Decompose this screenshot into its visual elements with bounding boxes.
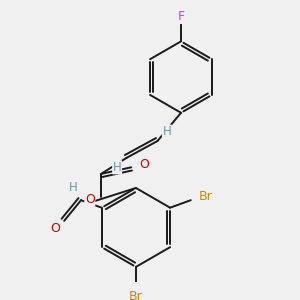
Text: O: O xyxy=(140,158,149,171)
Text: H: H xyxy=(113,161,122,174)
Text: O: O xyxy=(85,193,95,206)
Text: O: O xyxy=(50,222,60,235)
Text: F: F xyxy=(178,11,184,23)
Text: H: H xyxy=(69,181,78,194)
Text: H: H xyxy=(163,125,171,138)
Text: Br: Br xyxy=(129,290,143,300)
Text: Br: Br xyxy=(199,190,213,203)
